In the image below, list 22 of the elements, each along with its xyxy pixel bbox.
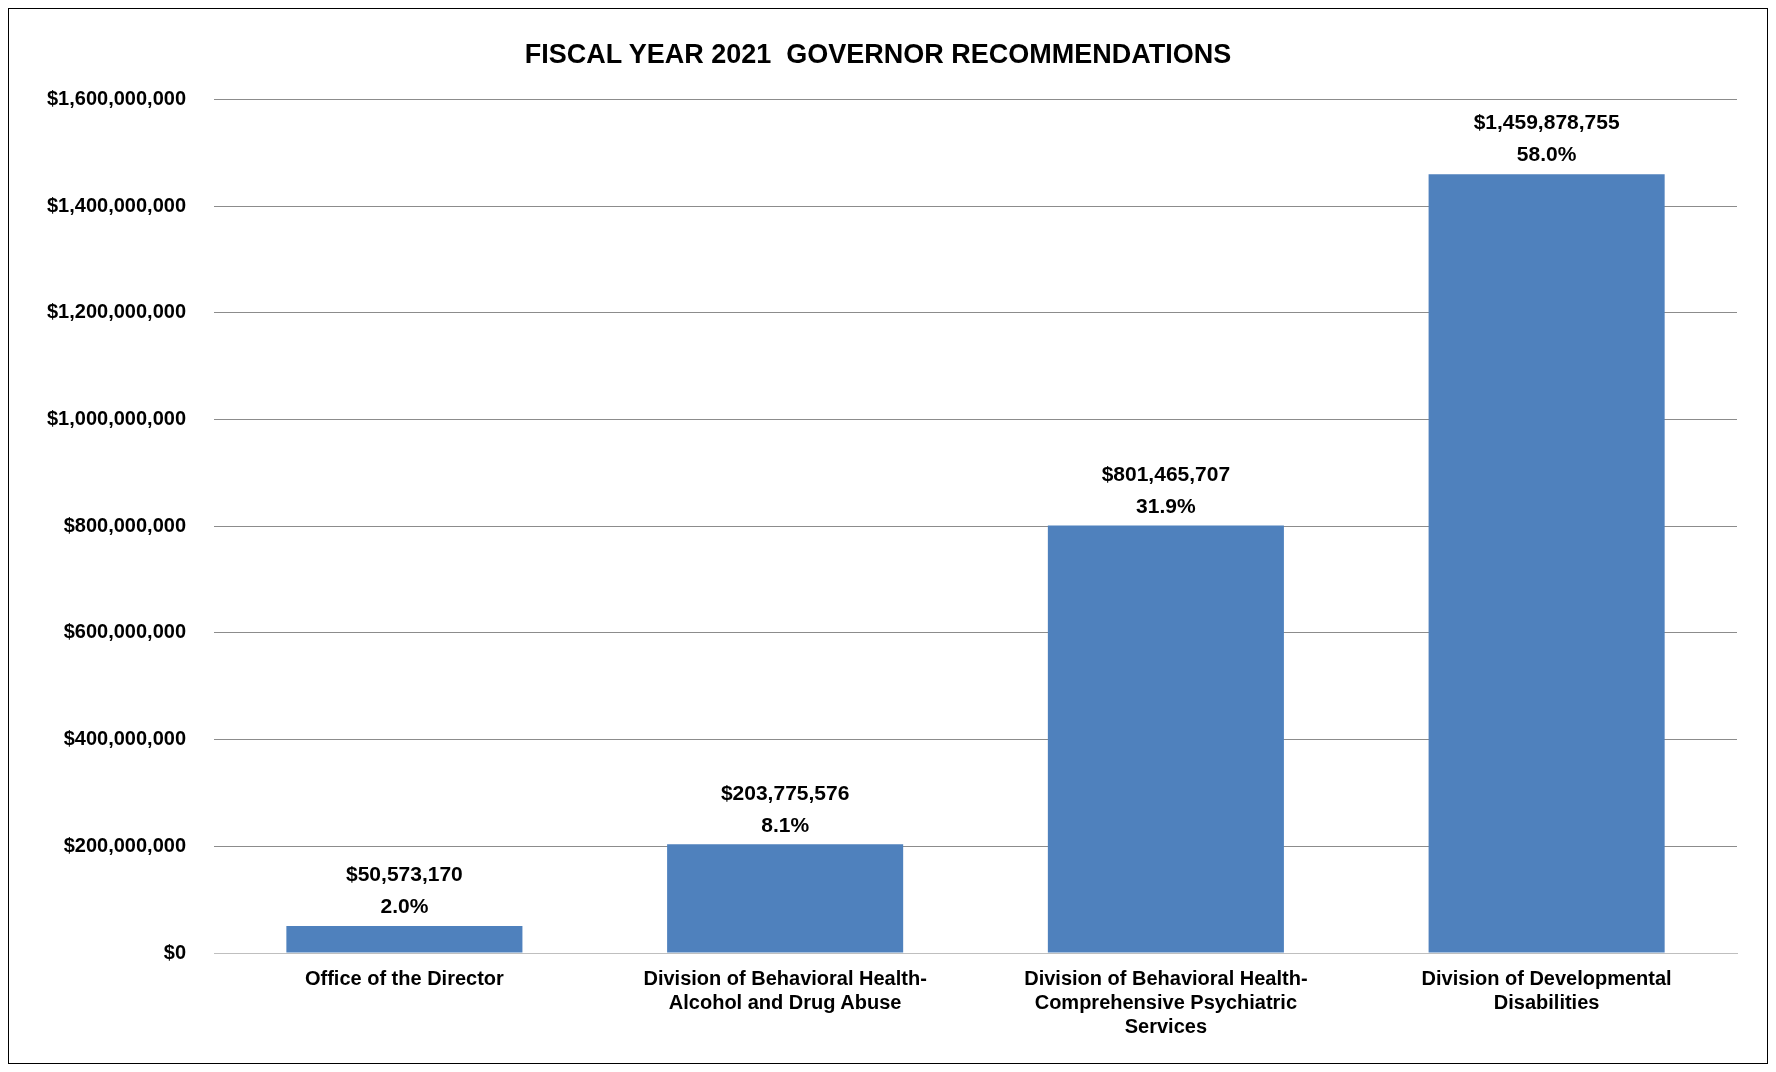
- bar: [1047, 525, 1284, 953]
- bar: [667, 844, 904, 953]
- x-tick-label: Division of Behavioral Health-Comprehensive Psychiatric Services: [1024, 966, 1308, 1037]
- y-tick-label: $1,200,000,000: [46, 300, 187, 323]
- bar: [1428, 174, 1665, 953]
- bar: [286, 926, 523, 953]
- data-label: $203,775,576 8.1%: [720, 780, 850, 836]
- data-label: $801,465,707 31.9%: [1101, 461, 1231, 517]
- y-tick-label: $600,000,000: [63, 620, 187, 643]
- data-label: $50,573,170 2.0%: [346, 862, 463, 918]
- x-tick-label: Division of Developmental Disabilities: [1421, 966, 1672, 1013]
- y-tick-label: $400,000,000: [63, 727, 187, 750]
- y-tick-label: $200,000,000: [63, 833, 187, 856]
- y-tick-label: $1,400,000,000: [46, 193, 187, 216]
- y-tick-label: $800,000,000: [63, 513, 187, 536]
- y-tick-label: $1,000,000,000: [46, 407, 187, 430]
- chart-title: FISCAL YEAR 2021 GOVERNOR RECOMMENDATIONS: [524, 38, 1232, 69]
- y-tick-label: $1,600,000,000: [46, 86, 187, 109]
- x-tick-label: Division of Behavioral Health-Alcohol and Drug Abuse: [643, 966, 927, 1013]
- data-label: $1,459,878,755 58.0%: [1473, 110, 1620, 166]
- x-tick-label: Office of the Director: [304, 966, 505, 989]
- y-tick-label: $0: [163, 940, 187, 963]
